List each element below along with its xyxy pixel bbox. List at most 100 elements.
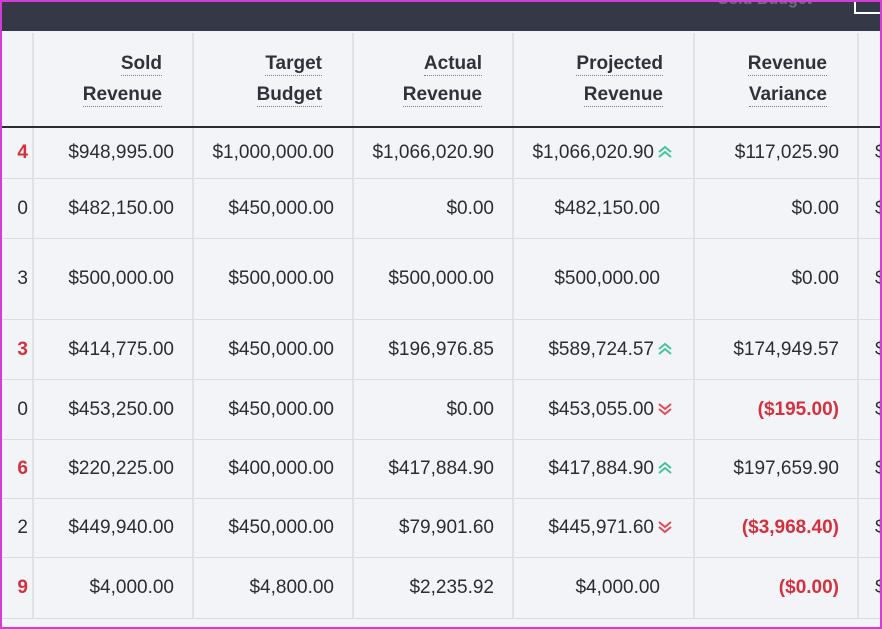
edge-cell-value: 3 — [17, 268, 28, 289]
sold-revenue-cell: $500,000.00 — [34, 239, 194, 319]
projected-revenue-cell-value: $500,000.00 — [554, 268, 660, 289]
header-revenue-variance[interactable]: Revenue Variance — [695, 33, 859, 126]
target-budget-cell: $450,000.00 — [194, 499, 354, 557]
projected-revenue-cell-value: $445,971.60 — [548, 517, 654, 538]
target-budget-cell-value: $400,000.00 — [228, 458, 334, 479]
projected-revenue-cell-value: $4,000.00 — [575, 577, 660, 598]
cut-right-cell: $ — [859, 128, 882, 178]
sold-revenue-cell: $414,775.00 — [34, 320, 194, 379]
header-label-line1: Target — [265, 52, 322, 76]
header-projected-revenue[interactable]: Projected Revenue — [514, 33, 695, 126]
target-budget-cell: $1,000,000.00 — [194, 128, 354, 178]
revenue-variance-cell: $117,025.90 — [695, 128, 859, 178]
projected-revenue-cell: $500,000.00 — [514, 239, 695, 319]
projected-revenue-cell: $417,884.90 — [514, 440, 695, 498]
revenue-variance-cell: ($3,968.40) — [695, 499, 859, 557]
trend-down-icon — [657, 402, 675, 418]
target-budget-cell-value: $450,000.00 — [228, 197, 334, 219]
target-budget-cell-value: $4,800.00 — [249, 577, 334, 598]
edge-cell: 3 — [0, 239, 34, 319]
edge-cell-value: 2 — [17, 517, 28, 538]
table-header-row: Sold Revenue Target Budget Actual Revenue P… — [0, 33, 882, 128]
sold-revenue-cell-value: $449,940.00 — [68, 517, 174, 538]
header-label-line2: Revenue — [402, 83, 482, 107]
cut-right-cell: $ — [859, 179, 882, 238]
cut-right-cell: $ — [859, 380, 882, 439]
revenue-variance-cell-value: $0.00 — [791, 197, 839, 219]
actual-revenue-cell-value: $417,884.90 — [388, 458, 494, 479]
projected-revenue-cell-value: $482,150.00 — [554, 197, 660, 219]
header-sold-revenue[interactable]: Sold Revenue — [34, 33, 194, 126]
projected-revenue-cell: $445,971.60 — [514, 499, 695, 557]
table-row[interactable]: 3 $414,775.00 $450,000.00 $196,976.85 $589,7… — [0, 320, 882, 380]
topbar-button-edge[interactable] — [854, 0, 882, 14]
sold-revenue-cell: $449,940.00 — [34, 499, 194, 557]
sold-revenue-cell: $482,150.00 — [34, 179, 194, 238]
revenue-variance-cell-value: ($3,968.40) — [741, 517, 839, 538]
table-row[interactable]: 0 $453,250.00 $450,000.00 $0.00 $453,055.00 (… — [0, 380, 882, 440]
revenue-variance-cell: $0.00 — [695, 239, 859, 319]
cut-right-cell-value: $ — [875, 142, 882, 163]
target-budget-cell: $450,000.00 — [194, 320, 354, 379]
edge-cell-value: 3 — [17, 338, 28, 360]
table-row[interactable]: 2 $449,940.00 $450,000.00 $79,901.60 $445,97… — [0, 499, 882, 558]
target-budget-cell-value: $500,000.00 — [228, 268, 334, 289]
sold-revenue-cell-value: $4,000.00 — [89, 577, 174, 598]
table-row[interactable]: 9 $4,000.00 $4,800.00 $2,235.92 $4,000.00 ($0… — [0, 558, 882, 619]
revenue-variance-cell-value: $0.00 — [791, 268, 839, 289]
sold-revenue-cell-value: $220,225.00 — [68, 458, 174, 479]
sold-revenue-cell: $453,250.00 — [34, 380, 194, 439]
cut-right-cell-value: $ — [875, 338, 882, 360]
sold-revenue-cell-value: $414,775.00 — [68, 338, 174, 360]
table-row[interactable]: 6 $220,225.00 $400,000.00 $417,884.90 $417,8… — [0, 440, 882, 499]
header-cell-cut — [0, 33, 34, 126]
revenue-variance-cell: ($195.00) — [695, 380, 859, 439]
cut-right-cell-value: $ — [875, 268, 882, 289]
actual-revenue-cell-value: $1,066,020.90 — [372, 142, 494, 163]
trend-up-icon — [657, 461, 675, 477]
header-cell-cut-right — [859, 33, 882, 126]
header-label-line2: Budget — [256, 83, 322, 107]
header-target-budget[interactable]: Target Budget — [194, 33, 354, 126]
sold-revenue-cell-value: $453,250.00 — [68, 398, 174, 420]
edge-cell: 0 — [0, 179, 34, 238]
header-actual-revenue[interactable]: Actual Revenue — [354, 33, 514, 126]
projected-revenue-cell-value: $589,724.57 — [548, 338, 654, 360]
header-label-line2: Variance — [748, 83, 827, 107]
revenue-variance-cell: $0.00 — [695, 179, 859, 238]
cut-right-cell: $ — [859, 499, 882, 557]
revenue-variance-cell: ($0.00) — [695, 558, 859, 618]
target-budget-cell-value: $450,000.00 — [228, 517, 334, 538]
header-label-line1: Actual — [423, 52, 482, 76]
header-label-line1: Sold — [120, 52, 162, 76]
actual-revenue-cell: $417,884.90 — [354, 440, 514, 498]
edge-cell: 9 — [0, 558, 34, 618]
edge-cell-value: 0 — [17, 398, 28, 420]
projected-revenue-cell: $453,055.00 — [514, 380, 695, 439]
header-label-line2: Revenue — [583, 83, 663, 107]
header-label-line1: Projected — [576, 52, 663, 76]
revenue-variance-cell-value: $174,949.57 — [733, 338, 839, 360]
projected-revenue-cell-value: $453,055.00 — [548, 398, 654, 420]
cut-right-cell: $ — [859, 320, 882, 379]
trend-up-icon — [657, 342, 675, 358]
cut-right-cell-value: $ — [875, 197, 882, 219]
actual-revenue-cell-value: $0.00 — [446, 398, 494, 420]
trend-up-icon — [657, 145, 675, 161]
actual-revenue-cell: $1,066,020.90 — [354, 128, 514, 178]
edge-cell: 3 — [0, 320, 34, 379]
edge-cell: 0 — [0, 380, 34, 439]
table-row[interactable]: 3 $500,000.00 $500,000.00 $500,000.00 $500,0… — [0, 239, 882, 320]
actual-revenue-cell-value: $2,235.92 — [409, 577, 494, 598]
cut-right-cell: $ — [859, 440, 882, 498]
actual-revenue-cell-value: $79,901.60 — [398, 517, 494, 538]
header-label-line1: Revenue — [747, 52, 827, 76]
edge-cell-value: 9 — [17, 577, 28, 598]
trend-down-icon — [657, 520, 675, 536]
revenue-variance-cell: $197,659.90 — [695, 440, 859, 498]
actual-revenue-cell: $500,000.00 — [354, 239, 514, 319]
edge-cell-value: 4 — [17, 142, 28, 163]
table-row[interactable]: 4 $948,995.00 $1,000,000.00 $1,066,020.90 $1… — [0, 128, 882, 179]
table-row[interactable]: 0 $482,150.00 $450,000.00 $0.00 $482,150.00 $… — [0, 179, 882, 239]
sold-revenue-cell: $4,000.00 — [34, 558, 194, 618]
